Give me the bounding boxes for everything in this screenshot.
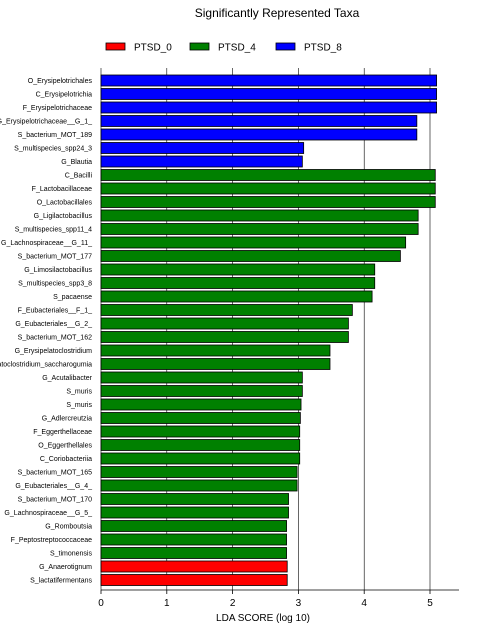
category-label-32: G_Lachnospiraceae__G_5_ [4,510,92,517]
category-label-31: S_bacterium_MOT_170 [18,497,92,504]
category-label-9: O_Lactobacillales [37,200,93,207]
bar-7 [100,169,436,181]
legend-swatch [275,42,296,51]
bar-34 [100,533,287,546]
category-label-24: S_muris [66,402,92,409]
bar-6 [100,155,303,168]
category-label-29: S_bacterium_MOT_165 [18,470,92,477]
x-tick-label: 2 [230,598,236,609]
category-label-27: O_Eggerthellales [38,443,92,450]
category-label-35: S_timonensis [50,551,93,558]
bar-15 [100,277,376,289]
bar-3 [100,115,418,127]
category-label-6: G_Blautia [61,159,92,166]
category-label-34: F_Peptostreptococcaceae [11,537,92,544]
bar-26 [100,425,301,438]
x-tick-label: 1 [164,598,170,609]
category-label-1: C_Erysipelotrichia [36,92,93,99]
bar-24 [100,398,302,411]
bar-0 [100,74,437,87]
bar-9 [100,196,436,208]
bar-36 [100,560,288,573]
category-labels: O_Erysipelotrichales C_Erysipelotrichia F_… [0,78,93,585]
category-label-11: S_multispecies_spp11_4 [15,227,92,234]
category-label-30: G_Eubacteriales__G_4_ [15,483,92,490]
bar-23 [100,385,303,397]
legend-item-ptsd-0: PTSD_0 [105,42,172,54]
chart-title: Significantly Represented Taxa [195,6,360,20]
category-label-36: G_Anaerotignum [39,564,92,571]
bar-20 [100,344,331,357]
bar-8 [100,182,436,195]
x-tick-label: 3 [296,598,302,609]
bar-29 [100,466,298,478]
bar-32 [100,506,289,519]
category-label-28: C_Coriobacteriia [40,456,92,463]
bar-30 [100,479,298,492]
category-label-17: F_Eubacteriales__F_1_ [18,308,92,315]
bar-17 [100,304,353,316]
category-label-12: G_Lachnospiraceae__G_11_ [1,240,92,247]
bar-14 [100,263,376,276]
category-label-21: S_Erysipelatoclostridium_saccharogumia [0,362,92,369]
x-tick-label: 4 [361,598,367,609]
bar-13 [100,250,401,262]
bar-25 [100,412,301,424]
legend-label: PTSD_0 [134,43,172,54]
legend-label: PTSD_4 [218,43,256,54]
category-label-20: G_Erysipelatoclostridium [15,348,93,355]
category-label-16: S_pacaense [53,294,92,301]
category-label-19: S_bacterium_MOT_162 [18,335,92,342]
category-label-2: F_Erysipelotrichaceae [23,105,92,112]
bar-18 [100,317,349,330]
x-tick-label: 0 [98,598,104,609]
bar-33 [100,520,287,532]
category-label-26: F_Eggerthellaceae [33,429,92,436]
bar-19 [100,331,349,343]
category-label-8: F_Lactobacillaceae [32,186,92,193]
category-label-25: G_Adlercreutzia [42,416,92,423]
legend-item-ptsd-4: PTSD_4 [189,42,256,54]
bar-27 [100,439,301,451]
category-label-18: G_Eubacteriales__G_2_ [15,321,92,328]
category-label-14: G_Limosilactobacillus [24,267,92,274]
category-label-13: S_bacterium_MOT_177 [18,254,92,261]
legend-swatch [105,42,126,51]
category-label-10: G_Ligilactobacillus [34,213,93,220]
category-label-37: S_lactatifermentans [30,578,92,585]
bar-28 [100,452,301,465]
category-label-5: S_multispecies_spp24_3 [14,146,92,153]
legend-item-ptsd-8: PTSD_8 [275,42,342,54]
legend-swatch [189,42,210,51]
bar-12 [100,236,407,249]
category-label-0: O_Erysipelotrichales [28,78,93,85]
bar-2 [100,101,437,114]
legend-label: PTSD_8 [304,43,342,54]
bar-22 [100,371,303,384]
category-label-22: G_Acutalibacter [42,375,92,382]
bar-series [100,74,437,586]
category-label-33: G_Romboutsia [45,524,92,531]
bar-1 [100,88,437,100]
category-label-4: S_bacterium_MOT_189 [18,132,92,139]
category-label-23: S_muris [66,389,92,396]
legend: PTSD_0 PTSD_4 PTSD_8 [105,42,342,54]
x-axis-label: LDA SCORE (log 10) [216,613,310,624]
bar-16 [100,290,373,303]
bar-37 [100,574,288,586]
bar-31 [100,493,289,505]
x-tick-label: 5 [427,598,433,609]
category-label-7: C_Bacilli [65,173,93,180]
bar-21 [100,358,331,370]
bar-10 [100,209,419,222]
bar-4 [100,128,418,141]
x-axis: 0 1 2 3 4 5 [98,589,459,609]
bar-11 [100,223,419,235]
bar-5 [100,142,305,154]
bar-35 [100,547,287,559]
category-label-15: S_multispecies_spp3_8 [18,281,92,288]
category-label-3: G_Erysipelotrichaceae__G_1_ [0,119,92,126]
